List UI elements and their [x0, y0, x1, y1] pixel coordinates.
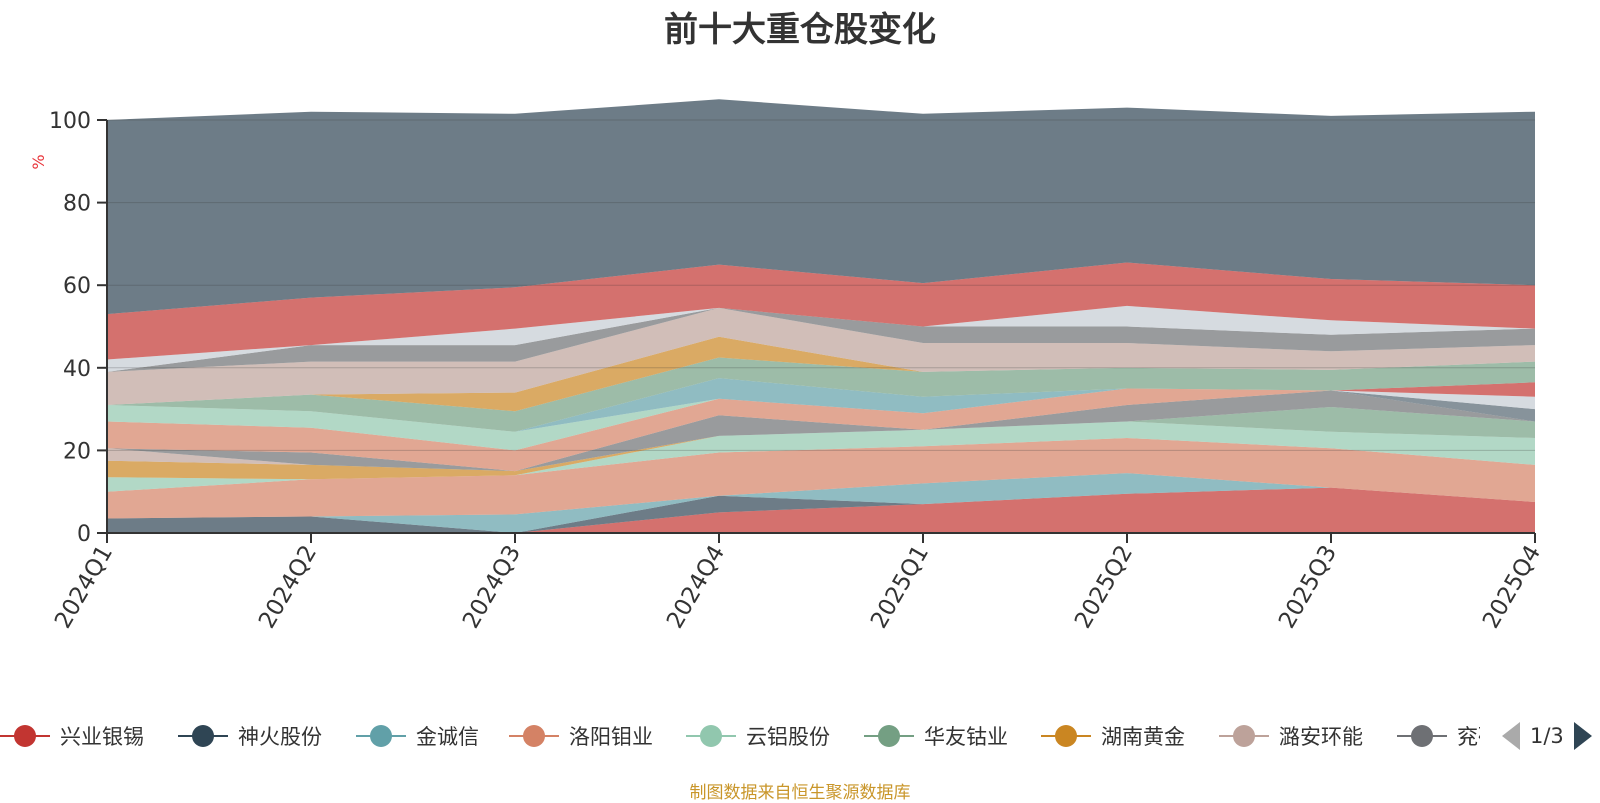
- legend-label: 金诚信: [416, 725, 479, 749]
- series-area-5: [107, 421, 1535, 492]
- legend-dot: [1055, 725, 1077, 747]
- legend-page-indicator: 1/3: [1530, 724, 1564, 748]
- legend-dot: [1411, 725, 1433, 747]
- series-area-16: [107, 357, 1535, 432]
- x-tick-label: 2024Q4: [662, 541, 730, 633]
- legend-item[interactable]: 神火股份: [178, 718, 322, 754]
- legend-marker: [356, 723, 406, 749]
- y-tick-label: 60: [63, 274, 91, 299]
- legend-label: 潞安环能: [1279, 725, 1363, 749]
- y-tick-label: 100: [49, 109, 91, 134]
- legend-pager: 1/3: [1500, 718, 1600, 754]
- y-tick-label: 40: [63, 357, 91, 382]
- x-tick-label: 2024Q3: [458, 541, 526, 633]
- legend-dot: [1233, 725, 1255, 747]
- source-note: 制图数据来自恒生聚源数据库: [689, 783, 911, 803]
- legend-marker: [1041, 723, 1091, 749]
- legend-dot: [523, 725, 545, 747]
- legend-dot: [14, 725, 36, 747]
- series-area-10: [107, 390, 1535, 472]
- series-area-19: [107, 307, 1535, 372]
- legend-label: 兖矿能源: [1457, 725, 1480, 749]
- legend-label: 华友钴业: [924, 725, 1008, 749]
- x-tick-label: 2025Q2: [1070, 541, 1138, 633]
- series-area-1: [107, 487, 1535, 533]
- series-area-20: [107, 305, 1535, 372]
- legend-item[interactable]: 金诚信: [356, 718, 479, 754]
- series-area-3: [107, 473, 1535, 533]
- y-axis-label: %: [29, 154, 48, 169]
- legend-label: 神火股份: [238, 725, 322, 749]
- legend-item[interactable]: 洛阳钼业: [509, 718, 653, 754]
- legend-item[interactable]: 云铝股份: [686, 718, 830, 754]
- legend-item[interactable]: 湖南黄金: [1041, 718, 1185, 754]
- legend-marker: [0, 723, 50, 749]
- legend-marker: [1219, 723, 1269, 749]
- legend-dot: [878, 725, 900, 747]
- x-tick-label: 2024Q1: [50, 541, 118, 633]
- series-area-22: [107, 99, 1535, 315]
- legend-marker: [686, 723, 736, 749]
- series-area-9: [107, 390, 1535, 472]
- legend-marker: [509, 723, 559, 749]
- series-area-14: [107, 382, 1535, 451]
- legend-item[interactable]: 潞安环能: [1219, 718, 1363, 754]
- series-area-13: [107, 382, 1535, 472]
- legend-label: 湖南黄金: [1101, 725, 1185, 749]
- legend-dot: [192, 725, 214, 747]
- legend-next-icon[interactable]: [1573, 722, 1592, 750]
- series-area-21: [107, 262, 1535, 360]
- y-tick-label: 20: [63, 439, 91, 464]
- y-tick-label: 80: [63, 192, 91, 217]
- legend-dot: [700, 725, 722, 747]
- grid-layer: [107, 119, 1535, 451]
- series-area-2: [107, 487, 1535, 533]
- x-tick-label: 2025Q1: [866, 541, 934, 633]
- chart-title: 前十大重仓股变化: [664, 10, 936, 50]
- legend-item[interactable]: 兴业银锡: [0, 718, 144, 754]
- legend-marker: [178, 723, 228, 749]
- y-tick-label: 0: [77, 522, 91, 547]
- x-tick-label: 2024Q2: [254, 541, 322, 633]
- x-tick-label: 2025Q3: [1274, 541, 1342, 633]
- legend: 兴业银锡 神火股份 金诚信 洛阳钼业 云铝股份 华友钴业 湖南黄金 潞安环能 兖矿能源: [0, 718, 1480, 754]
- legend-label: 兴业银锡: [60, 725, 144, 749]
- series-area-12: [107, 382, 1535, 472]
- series-area-6: [107, 407, 1535, 480]
- x-tick-label: 2025Q4: [1478, 541, 1546, 633]
- legend-item[interactable]: 华友钴业: [864, 718, 1008, 754]
- areas-layer: [107, 99, 1535, 533]
- series-area-15: [107, 378, 1535, 432]
- series-area-7: [107, 407, 1535, 480]
- legend-label: 云铝股份: [746, 725, 830, 749]
- legend-dot: [370, 725, 392, 747]
- legend-item[interactable]: 兖矿能源: [1397, 718, 1480, 754]
- series-area-4: [107, 438, 1535, 519]
- series-area-18: [107, 307, 1535, 405]
- legend-marker: [1397, 723, 1447, 749]
- legend-prev-icon[interactable]: [1502, 722, 1520, 750]
- legend-marker: [864, 723, 914, 749]
- legend-label: 洛阳钼业: [569, 725, 653, 749]
